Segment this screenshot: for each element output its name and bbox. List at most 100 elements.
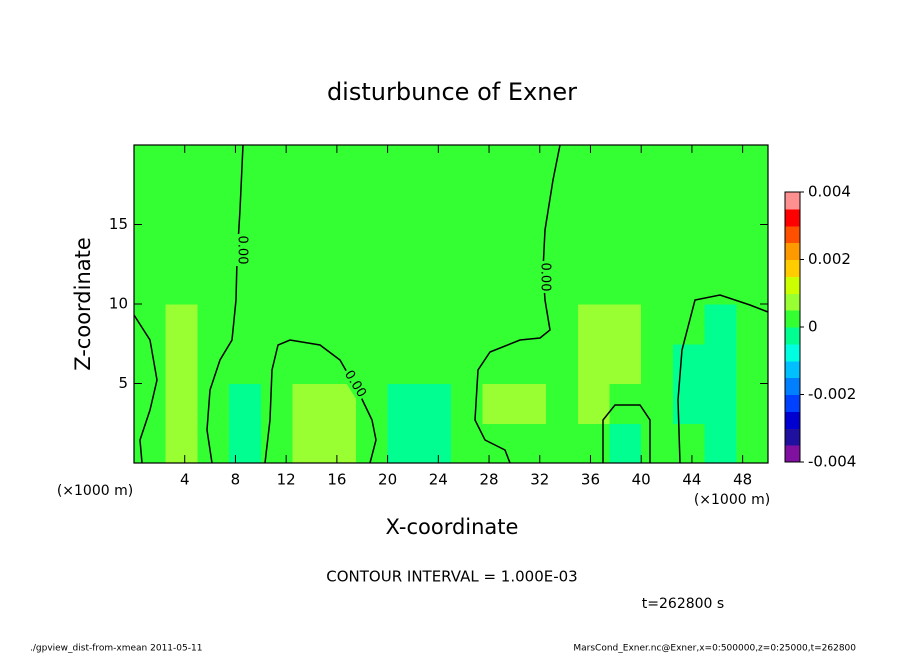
colorbar-band: [785, 428, 800, 446]
cell: [672, 343, 706, 385]
cell: [165, 145, 198, 186]
y-tick-label: 10: [109, 295, 128, 313]
cell: [514, 383, 547, 424]
cell: [355, 184, 389, 226]
x-tick-label: 12: [277, 471, 296, 489]
cell: [165, 224, 198, 265]
x-tick-label: 44: [682, 471, 701, 489]
cell: [229, 184, 262, 226]
cell: [672, 264, 706, 305]
cell: [736, 145, 769, 186]
cell: [577, 343, 611, 385]
colorbar-band: [785, 343, 800, 362]
cell: [641, 304, 674, 345]
cell: [134, 383, 167, 424]
cell: [577, 423, 611, 464]
cell: [165, 184, 198, 226]
cell: [292, 184, 325, 226]
contour-label-bg: [235, 234, 249, 266]
cell: [704, 224, 737, 265]
cell: [546, 145, 579, 186]
x-tick-label: 8: [231, 471, 241, 489]
contour-label-bg: [538, 261, 552, 293]
cell: [672, 184, 706, 226]
contour-line: [474, 144, 561, 464]
cell: [229, 264, 262, 305]
cell: [355, 224, 389, 265]
cell: [482, 264, 515, 305]
colorbar-band: [785, 445, 800, 463]
contour-label: 0.00: [538, 263, 553, 292]
cell: [355, 145, 389, 186]
cell: [736, 383, 769, 424]
cell: [419, 264, 452, 305]
cell: [609, 224, 642, 265]
x-tick-label: 20: [378, 471, 397, 489]
cell: [419, 184, 452, 226]
x-axis-title: X-coordinate: [386, 515, 519, 539]
cell: [165, 383, 198, 424]
cell: [641, 145, 674, 186]
cell: [451, 264, 484, 305]
cell: [134, 224, 167, 265]
x-tick-label: 16: [327, 471, 346, 489]
cell: [292, 145, 325, 186]
colorbar-tick-label: -0.004: [808, 453, 856, 471]
cell: [672, 145, 706, 186]
colorbar-tick-label: 0.004: [808, 183, 851, 201]
cell: [355, 264, 389, 305]
cell: [451, 423, 484, 464]
cell: [546, 423, 579, 464]
cell: [197, 184, 230, 226]
cell: [672, 224, 706, 265]
field: [134, 145, 769, 464]
cell: [704, 343, 737, 385]
colorbar-band: [785, 394, 800, 412]
cell: [609, 383, 642, 424]
cell: [451, 343, 484, 385]
contour-line: [133, 314, 158, 464]
cell: [482, 304, 515, 345]
y-unit-label: (×1000 m): [57, 483, 133, 499]
cell: [704, 423, 737, 464]
cell: [292, 343, 325, 385]
cell: [134, 304, 167, 345]
cell: [704, 383, 737, 424]
cell: [577, 184, 611, 226]
cell: [609, 304, 642, 345]
x-tick-label: 48: [733, 471, 752, 489]
cell: [577, 224, 611, 265]
cell: [546, 383, 579, 424]
cell: [577, 145, 611, 186]
cell: [387, 343, 420, 385]
cell: [419, 145, 452, 186]
cell: [324, 264, 357, 305]
cell: [641, 383, 674, 424]
contour-line: [206, 144, 244, 464]
x-tick-label: 28: [479, 471, 498, 489]
cell: [514, 184, 547, 226]
cell: [260, 264, 294, 305]
cell: [165, 343, 198, 385]
contour-line: [602, 404, 651, 463]
cell: [197, 145, 230, 186]
colorbar-band: [785, 360, 800, 379]
cell: [609, 145, 642, 186]
cell: [229, 343, 262, 385]
cell: [704, 145, 737, 186]
colorbar-band: [785, 411, 800, 429]
cell: [324, 304, 357, 345]
x-unit-label: (×1000 m): [694, 492, 770, 508]
cell: [324, 184, 357, 226]
cell: [260, 145, 294, 186]
cell: [387, 423, 420, 464]
cell: [451, 383, 484, 424]
cell: [482, 423, 515, 464]
cell: [324, 224, 357, 265]
cell: [292, 423, 325, 464]
cell: [609, 264, 642, 305]
cell: [260, 304, 294, 345]
cell: [577, 264, 611, 305]
colorbar-band: [785, 293, 800, 311]
